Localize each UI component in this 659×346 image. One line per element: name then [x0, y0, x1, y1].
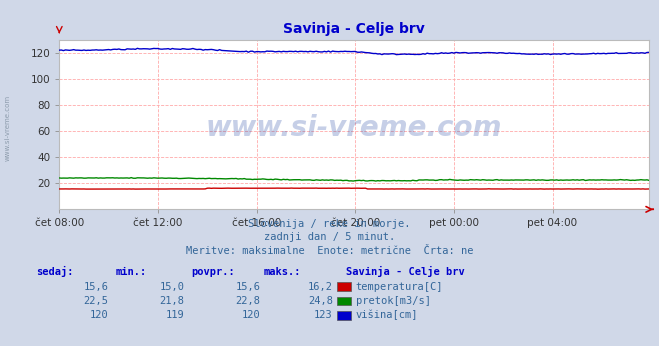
- Text: 15,6: 15,6: [84, 282, 109, 292]
- Text: 120: 120: [242, 310, 260, 320]
- Text: sedaj:: sedaj:: [36, 266, 74, 277]
- Text: višina[cm]: višina[cm]: [356, 310, 418, 320]
- Text: 22,8: 22,8: [235, 296, 260, 306]
- Text: Meritve: maksimalne  Enote: metrične  Črta: ne: Meritve: maksimalne Enote: metrične Črta…: [186, 246, 473, 256]
- Text: pretok[m3/s]: pretok[m3/s]: [356, 296, 431, 306]
- Text: 15,0: 15,0: [159, 282, 185, 292]
- Title: Savinja - Celje brv: Savinja - Celje brv: [283, 22, 425, 36]
- Text: Savinja - Celje brv: Savinja - Celje brv: [346, 266, 465, 277]
- Text: povpr.:: povpr.:: [191, 267, 235, 277]
- Text: 123: 123: [314, 310, 333, 320]
- Text: zadnji dan / 5 minut.: zadnji dan / 5 minut.: [264, 233, 395, 243]
- Text: maks.:: maks.:: [264, 267, 301, 277]
- Text: Slovenija / reke in morje.: Slovenija / reke in morje.: [248, 219, 411, 229]
- Text: 120: 120: [90, 310, 109, 320]
- Text: 22,5: 22,5: [84, 296, 109, 306]
- Text: 21,8: 21,8: [159, 296, 185, 306]
- Text: 119: 119: [166, 310, 185, 320]
- Text: 15,6: 15,6: [235, 282, 260, 292]
- Text: min.:: min.:: [115, 267, 146, 277]
- Text: www.si-vreme.com: www.si-vreme.com: [206, 114, 502, 142]
- Text: 16,2: 16,2: [308, 282, 333, 292]
- Text: www.si-vreme.com: www.si-vreme.com: [5, 95, 11, 161]
- Text: 24,8: 24,8: [308, 296, 333, 306]
- Text: temperatura[C]: temperatura[C]: [356, 282, 444, 292]
